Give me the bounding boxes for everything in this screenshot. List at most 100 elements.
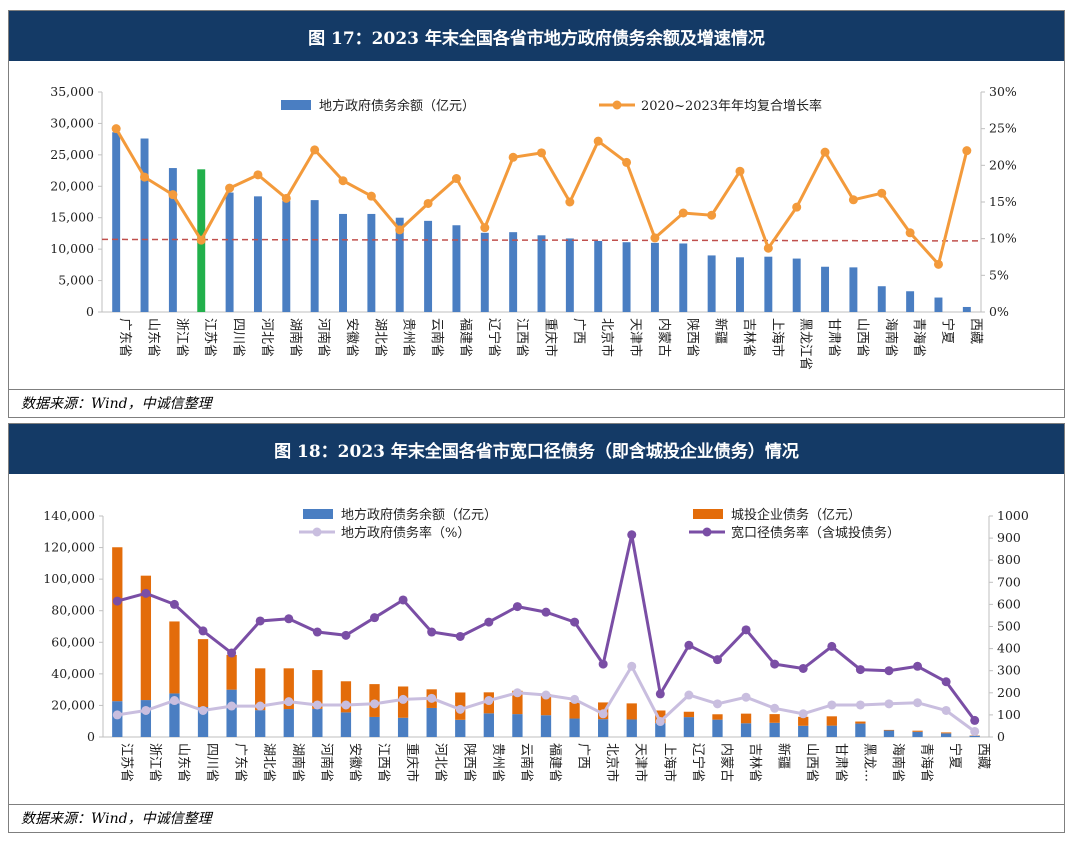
left-tick-label: 0 [86,304,94,319]
line-point-1 [933,259,943,269]
line-point-1 [141,705,151,715]
line-point-1 [855,700,865,710]
line-point-1 [338,176,348,186]
line-point-1 [484,696,494,706]
legend-bar-swatch [281,100,311,110]
category-label: 海南省 [890,743,906,782]
category-label: 福建省 [457,318,472,357]
line-point-1 [770,703,780,713]
category-label: 江西省 [376,743,391,782]
bar-2 [798,716,809,726]
category-label: 山东省 [175,743,190,782]
line-point-1 [427,693,437,703]
left-tick-label: 20,000 [51,697,95,712]
right-tick-label: 300 [997,663,1021,678]
line-point-1 [905,228,915,238]
bar-1 [934,297,943,312]
bar-1 [679,243,688,312]
line-point-1 [227,701,237,711]
category-label: 山西省 [804,743,819,782]
line-point-1 [284,697,294,707]
category-label: 北京市 [604,743,620,782]
category-label: 重庆市 [543,318,559,357]
legend-label: 城投企业债务（亿元） [731,507,861,523]
left-tick-label: 0 [87,729,95,744]
bar-1 [594,240,603,312]
bar-2 [312,670,323,709]
category-label: 贵州省 [401,318,416,357]
left-tick-label: 40,000 [51,666,95,681]
bar-2 [169,621,180,694]
category-label: 河北省 [259,318,274,357]
category-label: 山西省 [854,318,869,357]
line-point-2 [970,715,980,725]
line-point-1 [820,147,830,157]
line-point-2 [913,661,923,671]
line-point-2 [141,588,151,598]
category-label: 广东省 [233,743,248,782]
bar-1 [312,708,323,737]
category-label: 青海省 [911,318,926,357]
bar-1 [512,714,523,737]
category-label: 青海省 [919,743,934,782]
right-tick-label: 1000 [997,508,1029,523]
bar-1 [283,709,294,737]
chart2-svg: 0 20,000 40,000 60,000 80,000 100,000 120,000 1… [43,507,1029,782]
line-point-1 [913,698,923,708]
line-point-1 [253,170,263,180]
bar-1 [140,138,149,312]
bar-1 [569,718,580,737]
line-point-2 [169,599,179,609]
bar-1 [940,733,952,737]
line-point-1 [398,694,408,704]
line-point-1 [169,696,179,706]
bar-1 [712,719,723,737]
bar-2 [683,711,695,718]
legend-dot-swatch [612,100,622,110]
line-point-1 [341,700,351,710]
bar-1 [598,719,609,737]
bar-1 [764,256,773,312]
left-tick-label: 5,000 [58,273,94,288]
right-tick-label: 0% [989,304,1009,319]
line-point-1 [565,197,575,207]
line-point-1 [395,225,405,235]
bar-1 [906,291,915,312]
line-point-2 [655,689,665,699]
bar-2 [826,716,837,726]
bar-1 [140,700,152,737]
bar-2 [255,668,266,711]
category-label: 广西 [571,318,586,344]
left-tick-label: 20,000 [50,178,94,193]
category-label: 黑龙… [861,743,876,782]
category-label: 福建省 [547,743,562,782]
legend-label: 地方政府债务率（%） [341,525,470,541]
bar-1 [483,713,494,737]
bar-1 [424,220,433,312]
bar-1 [253,196,262,312]
category-label: 上海市 [661,743,677,782]
line-point-1 [512,688,522,698]
right-tick-label: 400 [997,641,1021,656]
right-tick-label: 100 [997,707,1021,722]
line-point-2 [627,530,637,540]
bar-1 [369,716,380,737]
chart1-title: 图 17：2023 年末全国各省市地方政府债务余额及增速情况 [9,11,1064,61]
category-label: 江苏省 [202,318,218,357]
bar-2 [512,690,523,715]
line-point-1 [712,699,722,709]
bar-1 [310,200,319,312]
bar-1 [855,723,866,737]
category-label: 安徽省 [347,743,362,782]
bar-2 [883,729,895,731]
bar-2 [283,668,294,710]
line-point-2 [312,627,322,637]
line-point-2 [370,613,380,623]
right-tick-label: 15% [989,194,1017,209]
line-point-2 [455,631,465,641]
category-label: 黑龙江省 [798,318,813,370]
category-label: 江苏省 [118,743,134,782]
category-label: 新疆 [713,318,729,344]
category-label: 天津市 [633,743,649,782]
category-label: 新疆 [776,743,792,769]
